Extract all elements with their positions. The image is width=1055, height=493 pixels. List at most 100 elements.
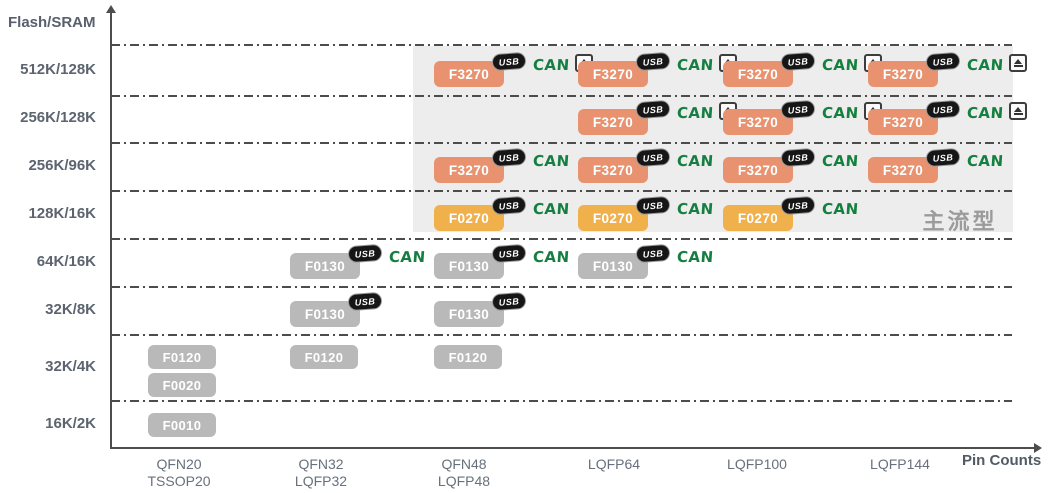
usb-label: USB xyxy=(642,151,664,164)
x-tick-lqfp64: LQFP64 xyxy=(554,456,674,473)
y-tick-256k-128k: 256K/128K xyxy=(20,109,96,126)
usb-label: USB xyxy=(498,55,520,68)
x-tick-line1: LQFP100 xyxy=(727,456,787,472)
usb-label: USB xyxy=(932,55,954,68)
usb-icon: USB xyxy=(925,99,961,120)
x-tick-qfn32: QFN32 LQFP32 xyxy=(261,456,381,490)
chip-f0130-64k-qfn32: F0130 USB CAN xyxy=(290,243,426,279)
row-separator-line xyxy=(111,95,1012,97)
usb-label: USB xyxy=(498,151,520,164)
x-axis-title: Pin Counts xyxy=(962,452,1042,469)
usb-label: USB xyxy=(498,199,520,212)
x-tick-line1: QFN20 xyxy=(156,456,202,472)
chip-f0130-32k8k-qfn48: F0130 USB xyxy=(434,291,527,327)
usb-icon: USB xyxy=(491,291,527,312)
usb-label: USB xyxy=(787,103,809,116)
usb-icon: USB xyxy=(780,147,816,168)
usb-icon: USB xyxy=(635,99,671,120)
y-tick-64k-16k: 64K/16K xyxy=(36,253,96,270)
usb-label: USB xyxy=(932,151,954,164)
chip-f0270-128k-qfn48: F0270 USB CAN xyxy=(434,195,570,231)
y-tick-32k-8k: 32K/8K xyxy=(45,301,96,318)
row-separator-line xyxy=(111,400,1012,402)
chip-f0120-32k4k-qfn20: F0120 xyxy=(148,345,216,369)
usb-label: USB xyxy=(787,199,809,212)
row-separator-line xyxy=(111,286,1012,288)
chip-label: F0120 xyxy=(434,345,502,369)
usb-icon: USB xyxy=(491,243,527,264)
can-icon: CAN xyxy=(532,248,571,266)
chip-f0270-128k-lqfp64: F0270 USB CAN xyxy=(578,195,714,231)
x-tick-lqfp144: LQFP144 xyxy=(840,456,960,473)
can-icon: CAN xyxy=(821,152,860,170)
chip-f3270-512k-lqfp100: F3270 USB CAN xyxy=(723,51,882,87)
chip-f0120-32k4k-qfn32: F0120 xyxy=(290,345,358,369)
usb-icon: USB xyxy=(347,243,383,264)
sd-eject-icon xyxy=(1009,54,1027,72)
chip-f3270-512k-lqfp144: F3270 USB CAN xyxy=(868,51,1027,87)
chip-f3270-256k128k-lqfp64: F3270 USB CAN xyxy=(578,99,737,135)
sd-eject-icon xyxy=(1009,102,1027,120)
x-tick-line1: QFN32 xyxy=(298,456,344,472)
usb-icon: USB xyxy=(780,195,816,216)
can-icon: CAN xyxy=(966,152,1005,170)
chip-f0020-32k4k-qfn20: F0020 xyxy=(148,373,216,397)
chip-f0270-128k-lqfp100: F0270 USB CAN xyxy=(723,195,859,231)
chip-f0120-32k4k-qfn48: F0120 xyxy=(434,345,502,369)
usb-icon: USB xyxy=(491,147,527,168)
chip-f0130-64k-lqfp64: F0130 USB CAN xyxy=(578,243,714,279)
chip-f0130-32k8k-qfn32: F0130 USB xyxy=(290,291,383,327)
y-tick-128k-16k: 128K/16K xyxy=(28,205,96,222)
can-icon: CAN xyxy=(532,200,571,218)
usb-icon: USB xyxy=(635,147,671,168)
y-tick-512k-128k: 512K/128K xyxy=(20,61,96,78)
chip-f3270-256k96k-lqfp100: F3270 USB CAN xyxy=(723,147,859,183)
can-icon: CAN xyxy=(676,248,715,266)
usb-label: USB xyxy=(787,151,809,164)
usb-label: USB xyxy=(498,247,520,260)
row-separator-line xyxy=(111,334,1012,336)
chip-label: F3270 xyxy=(578,157,648,183)
chip-f3270-256k128k-lqfp100: F3270 USB CAN xyxy=(723,99,882,135)
chip-f3270-256k128k-lqfp144: F3270 USB CAN xyxy=(868,99,1027,135)
y-tick-256k-96k: 256K/96K xyxy=(28,157,96,174)
usb-label: USB xyxy=(354,295,376,308)
row-separator-line xyxy=(111,238,1012,240)
chip-label: F0010 xyxy=(148,413,216,437)
chip-f3270-256k96k-lqfp64: F3270 USB CAN xyxy=(578,147,714,183)
can-icon: CAN xyxy=(676,104,715,122)
usb-label: USB xyxy=(787,55,809,68)
can-icon: CAN xyxy=(676,200,715,218)
usb-label: USB xyxy=(354,247,376,260)
x-tick-line1: QFN48 xyxy=(441,456,487,472)
can-icon: CAN xyxy=(532,56,571,74)
chip-f3270-256k96k-lqfp144: F3270 USB CAN xyxy=(868,147,1004,183)
x-axis-arrow-icon xyxy=(1034,443,1042,453)
usb-label: USB xyxy=(498,295,520,308)
can-icon: CAN xyxy=(676,56,715,74)
chip-f0130-64k-qfn48: F0130 USB CAN xyxy=(434,243,570,279)
usb-label: USB xyxy=(642,199,664,212)
x-tick-line2: LQFP48 xyxy=(437,473,491,489)
usb-label: USB xyxy=(932,103,954,116)
mainstream-region-label: 主流型 xyxy=(922,209,998,234)
row-separator-line xyxy=(111,44,1012,46)
usb-icon: USB xyxy=(491,195,527,216)
x-tick-line2: TSSOP20 xyxy=(147,473,211,489)
usb-icon: USB xyxy=(780,99,816,120)
can-icon: CAN xyxy=(821,104,860,122)
x-tick-qfn20: QFN20 TSSOP20 xyxy=(119,456,239,490)
chip-f0010-16k2k-qfn20: F0010 xyxy=(148,413,216,437)
y-axis-line xyxy=(110,12,112,449)
chip-f3270-512k-lqfp64: F3270 USB CAN xyxy=(578,51,737,87)
can-icon: CAN xyxy=(388,248,427,266)
usb-icon: USB xyxy=(491,51,527,72)
x-tick-qfn48: QFN48 LQFP48 xyxy=(404,456,524,490)
x-tick-lqfp100: LQFP100 xyxy=(697,456,817,473)
row-separator-line xyxy=(111,142,1012,144)
x-axis-line xyxy=(110,447,1036,449)
usb-icon: USB xyxy=(780,51,816,72)
chip-label: F0120 xyxy=(290,345,358,369)
can-icon: CAN xyxy=(821,56,860,74)
